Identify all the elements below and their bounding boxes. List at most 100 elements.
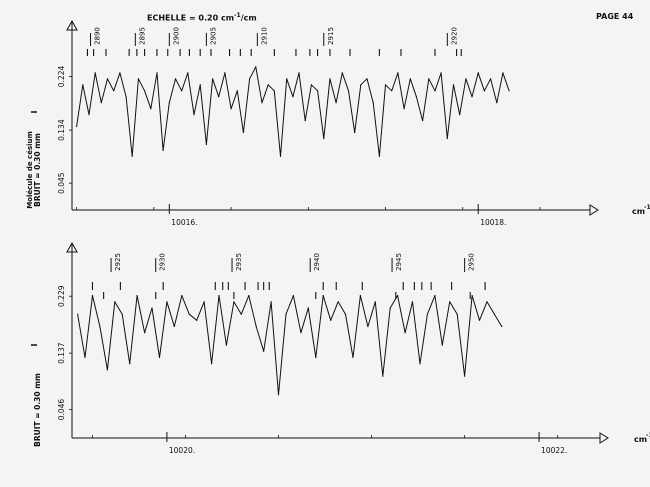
spectrum-point	[502, 72, 504, 74]
spectrum-point	[478, 319, 481, 321]
spectrum-point	[166, 301, 168, 303]
spectrum-point	[434, 90, 436, 92]
spectrum-point	[344, 313, 347, 315]
spectrum-point	[168, 102, 170, 104]
spectrum-point	[91, 295, 94, 297]
spectrum-point	[335, 102, 337, 104]
spectrum-point	[483, 90, 485, 92]
x-tick-label: 10020.	[169, 446, 195, 455]
y-tick-label: 0.137	[57, 342, 66, 364]
line-id-label: 2890	[94, 27, 102, 45]
line-id-label: 2950	[468, 253, 476, 271]
spectrum-point	[449, 301, 451, 303]
spectrum-point	[490, 78, 492, 80]
spectrum-point	[211, 363, 213, 365]
spectrum-point	[181, 295, 183, 297]
x-axis-label: cm	[632, 207, 645, 216]
spectrum-point	[292, 295, 294, 297]
spectrum-point	[174, 78, 177, 80]
y-axis-arrow	[66, 241, 78, 253]
line-id-label: 2905	[209, 27, 217, 45]
y-axis-label: BRUIT = 0.30 mm	[33, 373, 42, 447]
spectrum-point	[464, 375, 466, 377]
spectrum-point	[248, 295, 250, 297]
spectrum-point	[270, 301, 272, 303]
spectrum-point	[84, 356, 86, 359]
y-tick-label: 0.046	[57, 399, 66, 421]
spectrum-point	[131, 155, 133, 157]
spectrum-point	[236, 90, 238, 92]
spectrum-point	[76, 125, 78, 128]
spectrum-point	[119, 72, 121, 74]
spectrum-point	[285, 313, 287, 315]
spectrum-point	[255, 325, 257, 328]
x-axis-label-exponent: -1	[646, 432, 650, 439]
spectrum-point	[273, 90, 275, 92]
spectrum-point	[315, 356, 317, 359]
spectrum-point	[113, 90, 115, 92]
spectrum-point	[82, 84, 84, 86]
spectrum-point	[456, 313, 458, 315]
spectrum-point	[203, 301, 205, 303]
spectrum-point	[310, 84, 312, 86]
spectrum-point	[129, 363, 131, 365]
spectrum-point	[419, 363, 421, 365]
spectrum-point	[493, 313, 495, 315]
scale-exponent: -1	[234, 12, 241, 19]
spectrum-point	[411, 301, 414, 303]
spectrum-point	[162, 149, 164, 151]
spectrum-point	[136, 295, 138, 297]
spectrum-point	[354, 131, 356, 134]
spectrum-point	[233, 301, 235, 303]
x-tick-label: 10022.	[541, 446, 567, 455]
spectrum-point	[337, 301, 339, 303]
x-axis-arrow	[589, 204, 599, 216]
spectrum-point	[347, 90, 350, 92]
spectrum-point	[428, 78, 430, 80]
spectrum-point	[367, 325, 369, 328]
spectrum-point	[459, 114, 461, 116]
spectrum-point	[384, 84, 387, 86]
spectrum-point	[242, 131, 244, 134]
spectrum-point	[218, 295, 220, 297]
spectrum-point	[292, 96, 294, 98]
spectrum-point	[224, 72, 226, 74]
spectrum-point	[298, 72, 300, 74]
spectrum-point	[225, 344, 227, 346]
scale-suffix: /cm	[240, 13, 257, 23]
spectrum-point	[249, 78, 251, 80]
line-id-label: 2945	[395, 253, 403, 271]
spectrum-point	[307, 307, 309, 309]
spectrum-point	[501, 325, 503, 328]
spectrum-point	[415, 96, 417, 98]
spectrum-point	[317, 90, 319, 92]
spectrum-point	[372, 102, 374, 104]
spectrum-point	[382, 375, 384, 377]
spectrum-point	[397, 295, 399, 297]
spectrum-point	[240, 313, 242, 315]
spectrum-point	[471, 96, 473, 98]
spectrum-point	[323, 137, 325, 140]
spectrum-point	[181, 90, 183, 92]
spectrum-point	[212, 78, 214, 80]
spectrum-point	[230, 108, 232, 110]
spectrum-point	[99, 325, 101, 328]
spectrum-point	[94, 72, 96, 74]
line-id-label: 2935	[235, 253, 243, 271]
spectrum-point	[255, 66, 257, 68]
spectrum-point	[397, 72, 399, 74]
spectrum-point	[329, 78, 331, 80]
spectrum-point	[352, 356, 354, 359]
spectrum-point	[193, 114, 195, 116]
page-label: PAGE 44	[596, 12, 634, 21]
spectrum-point	[426, 313, 428, 315]
y-tick-label: 0.045	[57, 172, 66, 194]
spectrum-point	[434, 295, 436, 297]
line-id-label: 2930	[159, 253, 167, 271]
spectrum-point	[267, 84, 269, 86]
line-id-label: 2920	[450, 27, 458, 45]
x-tick-label: 10018.	[480, 218, 506, 227]
spectrum-point	[366, 78, 368, 80]
